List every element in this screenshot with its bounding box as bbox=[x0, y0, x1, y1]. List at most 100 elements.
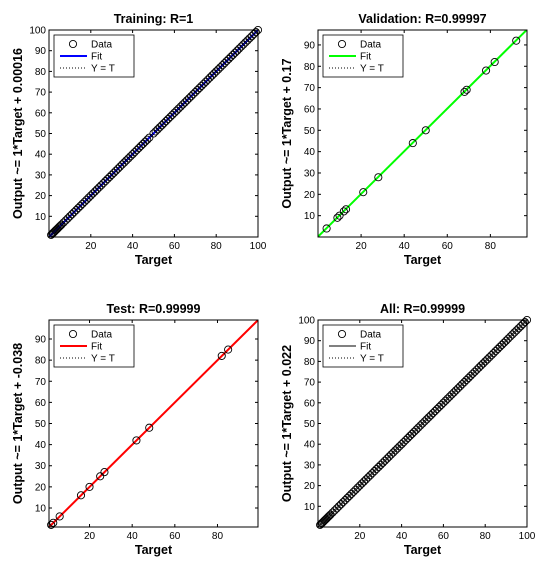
data-point bbox=[370, 467, 379, 476]
legend-label-fit: Fit bbox=[91, 52, 102, 63]
x-axis-label: Target bbox=[135, 253, 173, 267]
y-tick-label: 30 bbox=[35, 461, 47, 472]
y-tick-label: 20 bbox=[304, 481, 316, 492]
data-point bbox=[176, 102, 185, 111]
data-point bbox=[164, 114, 173, 124]
regression-panel-2: 20 40 60 80 10 20 30 40 50 60 70 80 90 Validation: R=… bbox=[280, 12, 528, 267]
data-point bbox=[97, 181, 106, 190]
x-tick-label: 20 bbox=[85, 241, 97, 252]
x-tick-label: 40 bbox=[127, 531, 139, 542]
data-point bbox=[512, 326, 521, 335]
y-tick-label: 20 bbox=[304, 190, 316, 201]
data-point bbox=[59, 218, 68, 227]
data-point bbox=[67, 210, 77, 219]
data-point bbox=[393, 444, 402, 453]
data-point bbox=[368, 469, 377, 478]
x-tick-label: 60 bbox=[438, 531, 450, 542]
data-point bbox=[493, 344, 502, 354]
data-point bbox=[166, 112, 175, 121]
data-point bbox=[128, 150, 137, 159]
data-point bbox=[184, 94, 194, 103]
data-point bbox=[116, 162, 125, 171]
data-point bbox=[408, 139, 417, 148]
data-point bbox=[474, 363, 483, 372]
regression-panel-4: 20 40 60 80 100 10 20 30 40 50 60 70 80 90 100 All: R=0… bbox=[280, 302, 536, 557]
legend-data-marker bbox=[68, 39, 78, 49]
legend-data-marker bbox=[68, 329, 78, 339]
y-tick-label: 40 bbox=[304, 147, 316, 158]
x-tick-label: 20 bbox=[354, 531, 366, 542]
data-point bbox=[403, 433, 412, 443]
data-point bbox=[182, 96, 191, 105]
data-point bbox=[487, 351, 496, 360]
x-axis-label: Target bbox=[404, 253, 442, 267]
data-point bbox=[353, 483, 362, 492]
legend-label-fit: Fit bbox=[360, 342, 371, 353]
y-tick-label: 100 bbox=[29, 26, 46, 37]
data-point bbox=[418, 419, 427, 428]
y-tick-label: 40 bbox=[35, 440, 47, 451]
data-point bbox=[458, 380, 467, 389]
data-point bbox=[490, 57, 499, 67]
data-point bbox=[103, 174, 112, 184]
data-point bbox=[460, 87, 469, 96]
data-point bbox=[96, 472, 105, 481]
data-point bbox=[333, 213, 342, 222]
data-point bbox=[341, 496, 350, 505]
x-tick-label: 100 bbox=[519, 531, 536, 542]
y-axis-label: Output ~= 1*Target + 0.00016 bbox=[11, 48, 25, 219]
y-tick-label: 50 bbox=[35, 419, 47, 430]
data-point bbox=[347, 489, 356, 498]
x-tick-label: 80 bbox=[211, 241, 223, 252]
data-point bbox=[453, 384, 463, 393]
y-tick-label: 70 bbox=[35, 377, 47, 388]
data-point bbox=[157, 121, 166, 130]
data-point bbox=[193, 85, 202, 95]
data-point bbox=[230, 48, 240, 57]
y-tick-label: 60 bbox=[304, 398, 316, 409]
data-point bbox=[462, 85, 471, 94]
data-point bbox=[149, 129, 158, 138]
data-point bbox=[472, 365, 481, 374]
data-point bbox=[433, 404, 442, 414]
data-point bbox=[359, 188, 368, 197]
data-point bbox=[95, 183, 104, 192]
data-point bbox=[55, 222, 64, 231]
legend-label-identity: Y = T bbox=[360, 354, 384, 365]
data-point bbox=[191, 88, 200, 97]
data-point bbox=[345, 491, 354, 501]
data-point bbox=[120, 158, 129, 167]
data-point bbox=[466, 371, 475, 380]
y-tick-label: 60 bbox=[35, 398, 47, 409]
y-tick-label: 60 bbox=[304, 104, 316, 115]
data-point bbox=[410, 427, 419, 436]
y-tick-label: 90 bbox=[35, 46, 47, 57]
y-tick-label: 80 bbox=[304, 357, 316, 368]
data-point bbox=[355, 481, 364, 490]
data-point bbox=[118, 160, 127, 169]
x-tick-label: 100 bbox=[250, 241, 267, 252]
data-point bbox=[416, 421, 425, 430]
data-point bbox=[80, 197, 89, 206]
data-point bbox=[217, 351, 226, 360]
data-point bbox=[72, 206, 81, 215]
y-tick-label: 20 bbox=[35, 191, 47, 202]
data-point bbox=[143, 135, 152, 144]
data-point bbox=[222, 57, 231, 66]
data-point bbox=[401, 436, 410, 445]
x-tick-label: 20 bbox=[356, 241, 368, 252]
data-point bbox=[449, 388, 458, 397]
y-axis-label: Output ~= 1*Target + 0.022 bbox=[280, 345, 294, 502]
data-point bbox=[195, 83, 204, 93]
x-tick-label: 40 bbox=[396, 531, 408, 542]
y-tick-label: 10 bbox=[35, 212, 47, 223]
data-point bbox=[61, 216, 70, 225]
data-point bbox=[249, 30, 258, 39]
regression-panel-1: 20 40 60 80 100 10 20 30 40 50 60 70 80 90 100 Training… bbox=[11, 12, 267, 267]
data-point bbox=[220, 59, 229, 68]
y-tick-label: 70 bbox=[35, 88, 47, 99]
data-point bbox=[233, 46, 242, 55]
